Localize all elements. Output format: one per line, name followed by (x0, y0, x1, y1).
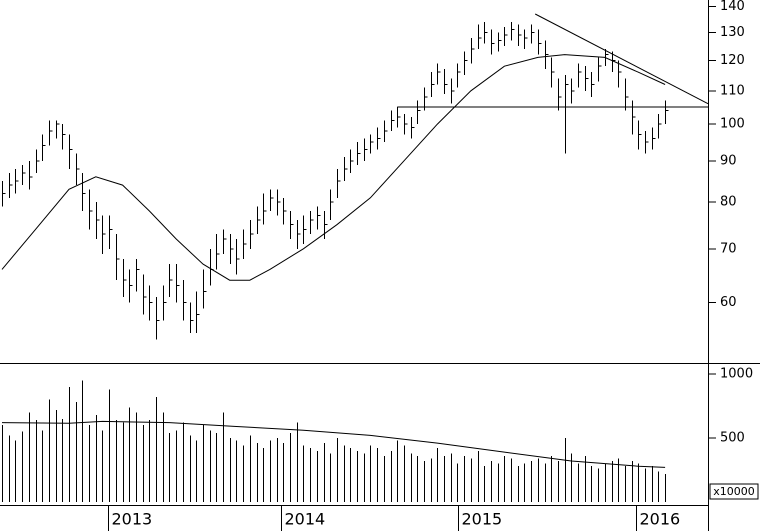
volume-y-tick-label: 1000 (720, 367, 753, 382)
trend-line (534, 13, 709, 105)
x-tick-label: 2013 (112, 510, 153, 529)
y-tick-label: 120 (720, 53, 745, 68)
volume-unit: x10000 (713, 485, 755, 498)
y-tick-label: 140 (720, 0, 745, 14)
y-tick-label: 90 (720, 153, 737, 168)
moving-average (1, 54, 666, 281)
x-tick-label: 2016 (640, 510, 681, 529)
y-tick-label: 130 (720, 25, 745, 40)
x-tick-label: 2014 (285, 510, 326, 529)
unit-box (709, 483, 759, 500)
y-tick-label: 100 (720, 117, 745, 132)
y-tick-label: 60 (720, 295, 737, 310)
volume-y-tick-label: 500 (720, 431, 745, 446)
y-tick-label: 70 (720, 241, 737, 256)
y-tick-label: 110 (720, 83, 745, 98)
x-tick-label: 2015 (462, 510, 503, 529)
y-tick-label: 80 (720, 195, 737, 210)
volume-moving-average (1, 420, 666, 468)
